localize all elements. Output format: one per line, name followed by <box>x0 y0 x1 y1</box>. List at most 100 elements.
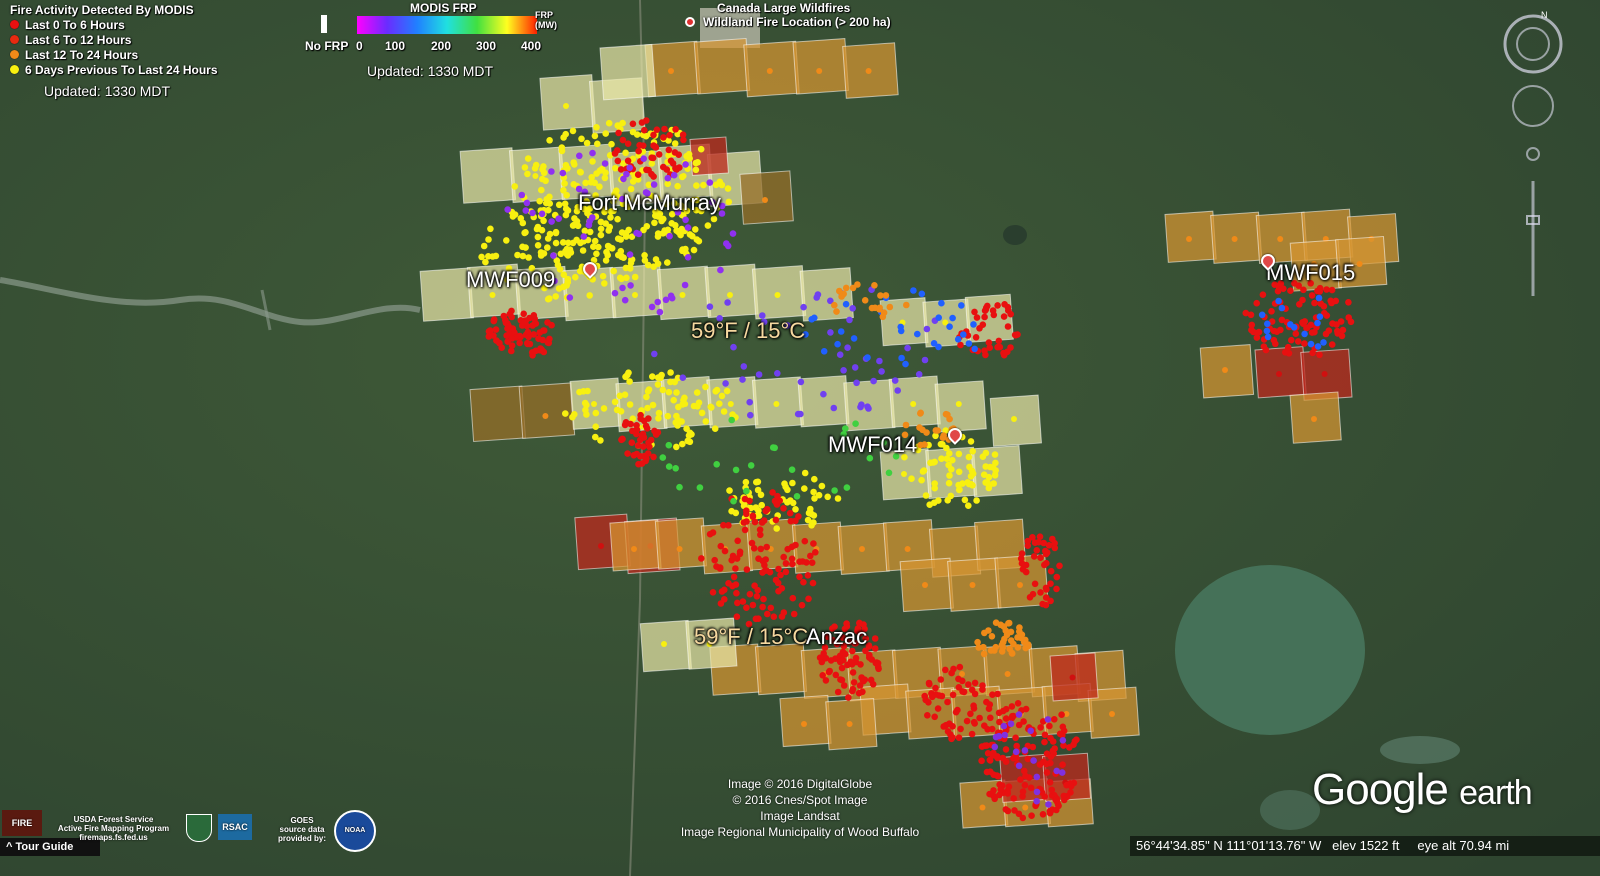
weather-temp-1[interactable]: 59°F / 15°C <box>691 318 806 343</box>
fire-hotspot <box>931 484 938 492</box>
fire-hotspot <box>1037 589 1044 596</box>
fire-hotspot <box>1017 555 1025 562</box>
fire-hotspot <box>622 233 630 240</box>
fire-hotspot <box>1049 738 1057 745</box>
fire-hotspot <box>645 415 652 422</box>
fire-hotspot <box>880 439 887 446</box>
navigation-controls[interactable]: N <box>1503 6 1563 306</box>
fire-hotspot <box>602 169 609 176</box>
fire-hotspot <box>572 273 579 281</box>
fire-hotspot <box>1059 737 1067 744</box>
place-mwf015[interactable]: MWF015 <box>1266 260 1356 285</box>
fire-hotspot <box>1053 573 1061 581</box>
fire-hotspot <box>671 140 679 147</box>
coordinates-readout: 56°44'34.85" N 111°01'13.76" W <box>1136 838 1322 853</box>
fire-hotspot <box>857 403 864 411</box>
fire-hotspot <box>746 398 753 406</box>
fire-hotspot <box>545 339 553 347</box>
fire-hotspot <box>629 415 637 423</box>
fire-hotspot <box>849 685 857 693</box>
fire-hotspot <box>1307 280 1314 287</box>
fire-hotspot <box>929 459 937 466</box>
fire-hotspot <box>582 179 589 187</box>
fire-hotspot <box>849 669 857 676</box>
fire-hotspot <box>623 274 630 282</box>
fire-hotspot <box>531 165 539 172</box>
fire-hotspot <box>617 166 625 173</box>
fire-hotspot <box>511 183 519 190</box>
fire-hotspot <box>763 543 770 551</box>
fire-hotspot <box>1307 340 1315 348</box>
fire-hotspot <box>690 402 698 410</box>
fire-hotspot <box>546 137 553 144</box>
fire-hotspot <box>853 379 860 387</box>
footprint-center-dot <box>676 546 683 552</box>
nav-svg[interactable]: N <box>1503 6 1563 306</box>
place-mwf014[interactable]: MWF014 <box>828 432 918 457</box>
fire-hotspot <box>1035 538 1042 546</box>
fire-hotspot <box>971 690 979 698</box>
fire-hotspot <box>717 542 725 550</box>
fire-hotspot <box>733 613 741 620</box>
fire-hotspot <box>602 257 610 264</box>
fire-hotspot <box>562 161 570 169</box>
fire-hotspot <box>627 420 634 428</box>
compass-ring <box>1503 14 1563 74</box>
fire-hotspot <box>1012 734 1019 742</box>
fire-hotspot <box>690 246 698 254</box>
fire-hotspot <box>801 469 809 477</box>
fire-hotspot <box>508 342 516 349</box>
place-fort-mcmurray[interactable]: Fort McMurray <box>578 190 721 215</box>
fire-hotspot <box>898 354 905 362</box>
orange-dot-icon <box>10 50 19 59</box>
fire-hotspot <box>665 137 672 144</box>
footprint-center-dot <box>865 68 872 74</box>
frp-unit: FRP (MW) <box>535 10 557 30</box>
fire-hotspot <box>948 735 955 743</box>
fire-hotspot <box>957 341 964 349</box>
fire-hotspot <box>540 217 547 225</box>
red-dot-icon <box>10 35 19 44</box>
fire-hotspot <box>486 327 494 334</box>
fire-hotspot <box>892 453 900 460</box>
fire-hotspot <box>923 325 931 333</box>
place-anzac[interactable]: Anzac <box>806 624 868 649</box>
fire-hotspot <box>592 433 599 441</box>
fire-hotspot <box>818 482 826 490</box>
tour-guide-button[interactable]: ^ Tour Guide <box>0 838 100 856</box>
fire-hotspot <box>644 404 651 412</box>
fire-hotspot <box>589 158 596 165</box>
fire-hotspot <box>674 182 681 190</box>
fire-hotspot <box>580 238 587 245</box>
footprint-center-dot <box>955 401 962 407</box>
river-branch <box>260 289 272 331</box>
fire-hotspot <box>556 266 564 273</box>
fire-hotspot <box>797 378 805 386</box>
fire-hotspot <box>1295 282 1302 290</box>
fire-hotspot <box>673 412 680 420</box>
fire-hotspot <box>862 647 869 655</box>
fire-hotspot <box>680 136 687 144</box>
fire-hotspot <box>640 226 647 234</box>
fire-hotspot <box>1004 323 1012 330</box>
fire-hotspot <box>661 125 668 133</box>
fire-hotspot <box>649 373 656 380</box>
place-mwf009[interactable]: MWF009 <box>466 267 556 292</box>
fire-hotspot <box>620 160 627 167</box>
fire-hotspot <box>621 296 629 304</box>
fire-hotspot <box>482 258 489 266</box>
fire-hotspot <box>938 692 946 700</box>
fire-hotspot <box>1046 722 1053 730</box>
fire-hotspot <box>630 452 638 459</box>
footprint-center-dot <box>661 641 667 647</box>
goes-credit: GOES source data provided by: <box>277 816 326 843</box>
fire-hotspot <box>666 232 673 240</box>
fire-hotspot <box>1015 762 1023 770</box>
weather-temp-2[interactable]: 59°F / 15°C <box>694 624 809 649</box>
fire-hotspot <box>552 293 559 300</box>
fire-hotspot <box>747 411 754 419</box>
zoom-slider-handle <box>1526 215 1540 225</box>
fire-hotspot <box>925 699 932 706</box>
